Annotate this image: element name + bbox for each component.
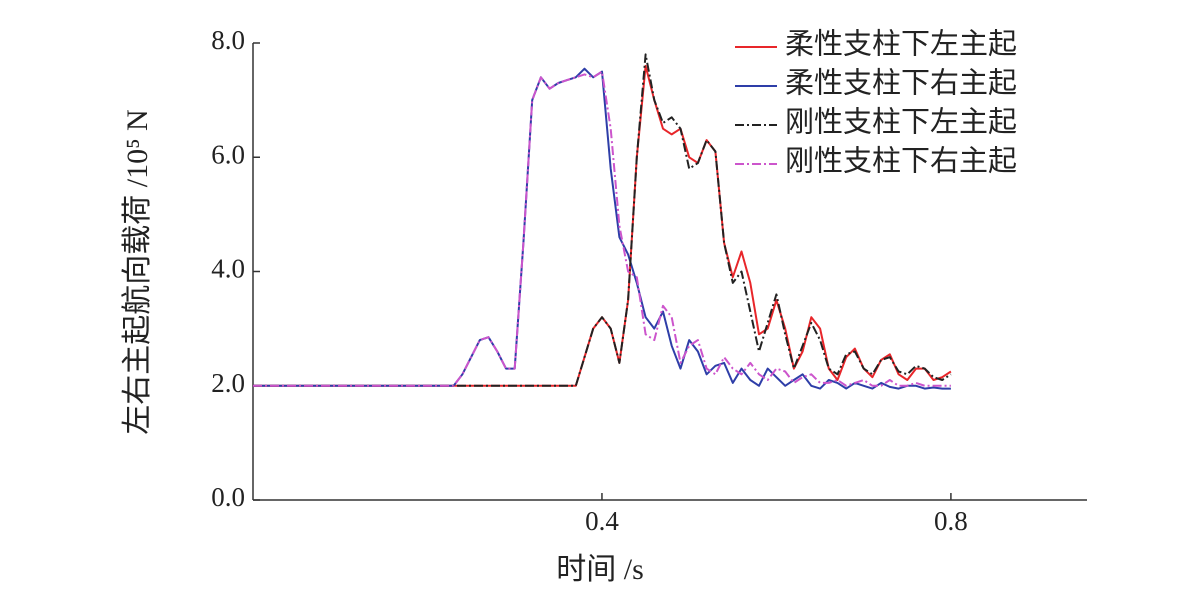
- legend-label: 刚性支柱下左主起: [785, 106, 1017, 139]
- y-axis-label: 左右主起航向载荷 /10⁵ N: [121, 109, 154, 434]
- legend-label: 柔性支柱下右主起: [785, 67, 1017, 100]
- x-tick-label: 0.4: [585, 506, 619, 536]
- y-tick-label: 0.0: [211, 482, 245, 512]
- y-tick-label: 6.0: [211, 139, 245, 169]
- y-tick-label: 2.0: [211, 368, 245, 398]
- series-line: [253, 70, 951, 387]
- series-line: [253, 53, 952, 387]
- y-tick-label: 4.0: [211, 254, 245, 284]
- y-tick-label: 8.0: [211, 25, 245, 55]
- legend-label: 刚性支柱下右主起: [785, 145, 1017, 178]
- x-axis-label: 时间 /s: [556, 553, 644, 586]
- legend-label: 柔性支柱下左主起: [785, 28, 1017, 61]
- x-tick-label: 0.8: [934, 506, 968, 536]
